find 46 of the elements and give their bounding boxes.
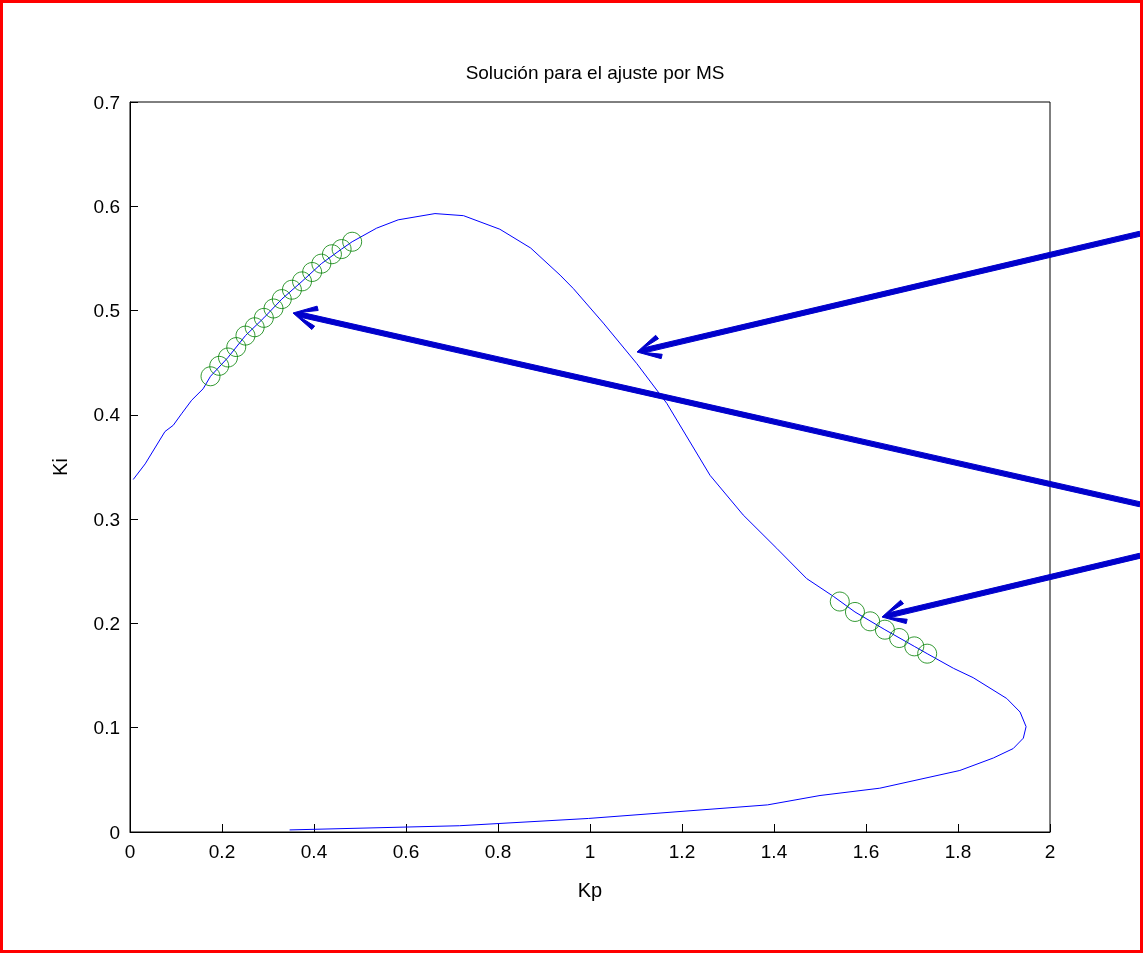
- line-series: [132, 213, 1027, 831]
- point: [860, 611, 881, 632]
- point: [844, 601, 865, 622]
- y-tick-label: 0.5: [93, 300, 120, 322]
- y-tick-label: 0.2: [93, 612, 120, 634]
- y-tick-label: 0.3: [93, 508, 120, 530]
- x-tick-label: 1.2: [668, 841, 696, 862]
- point: [281, 279, 302, 300]
- x-tick-label: 0.8: [484, 841, 512, 862]
- y-axis-title: Ki: [49, 458, 71, 476]
- y-tick-label: 0.1: [93, 717, 120, 739]
- point: [226, 337, 247, 358]
- x-tick-label: 2: [1044, 841, 1056, 862]
- x-tick-label: 1.8: [944, 841, 972, 862]
- y-tick-label: 0.6: [93, 195, 120, 217]
- y-tick-label: 0.4: [93, 404, 121, 426]
- point: [889, 628, 910, 649]
- x-tick-label: 0.4: [300, 841, 328, 862]
- point: [917, 643, 938, 664]
- x-tick-label: 1: [584, 841, 596, 862]
- point: [218, 347, 238, 368]
- point: [904, 636, 925, 657]
- point: [235, 325, 256, 346]
- point: [209, 355, 230, 376]
- point: [253, 307, 274, 328]
- x-tick-label: 1.4: [760, 841, 788, 862]
- point: [244, 317, 265, 338]
- point: [292, 271, 313, 292]
- x-tick-label: 0.6: [392, 841, 420, 862]
- point: [321, 244, 342, 265]
- point: [263, 298, 284, 319]
- x-tick-label: 0: [124, 841, 136, 862]
- point: [302, 261, 323, 282]
- point: [829, 591, 850, 612]
- y-tick-label: 0: [109, 821, 120, 843]
- point: [200, 366, 221, 387]
- point: [342, 231, 363, 252]
- point: [311, 253, 332, 274]
- y-tick-label: 0.7: [93, 91, 120, 113]
- point: [331, 239, 352, 260]
- point: [874, 619, 895, 640]
- point: [271, 289, 292, 310]
- x-axis-title: Kp: [577, 879, 603, 901]
- x-tick-label: 0.2: [208, 841, 236, 862]
- x-tick-label: 1.6: [852, 841, 880, 862]
- chart-title: Solución para el ajuste por MS: [465, 62, 725, 83]
